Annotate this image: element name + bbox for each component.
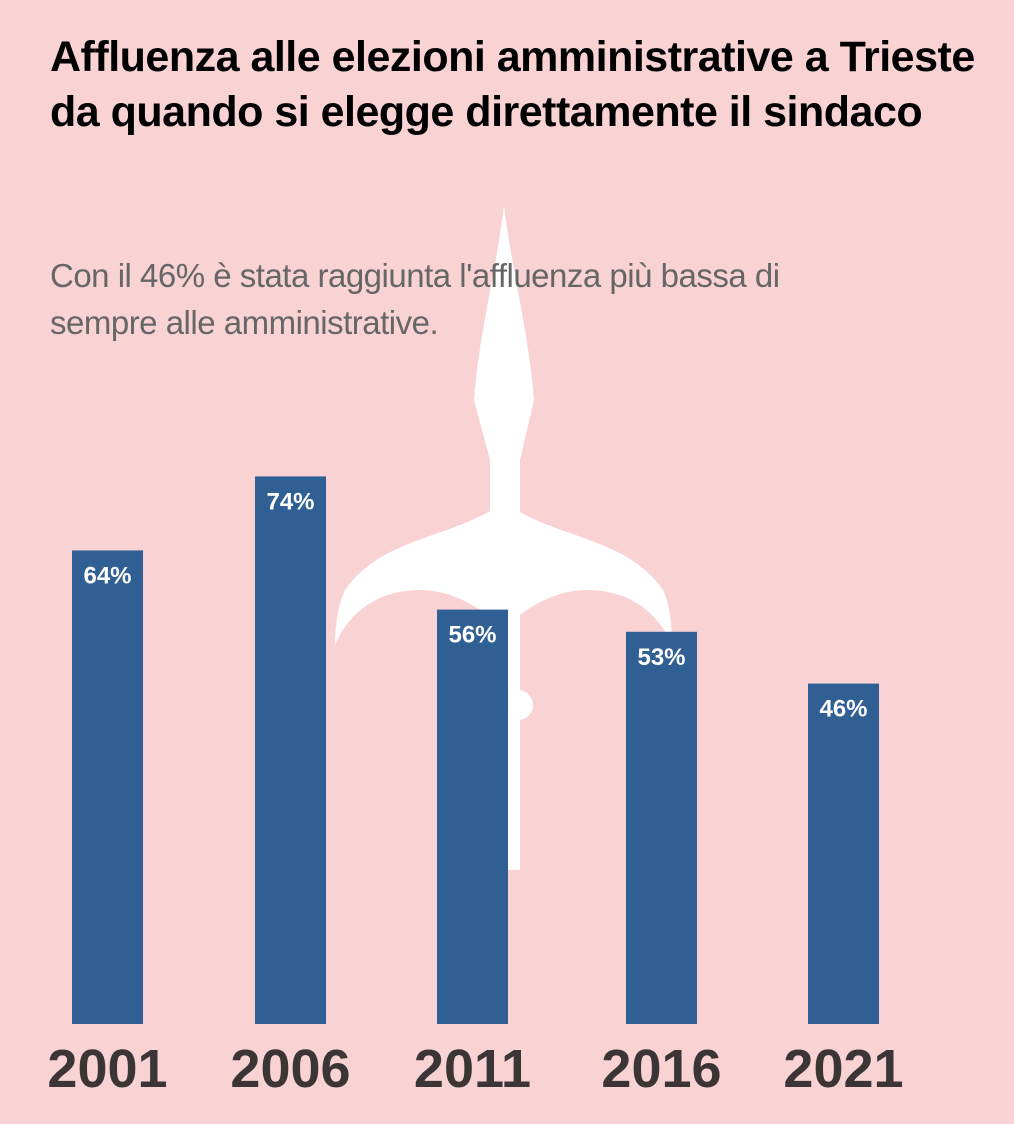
chart-subtitle: Con il 46% è stata raggiunta l'affluenza… xyxy=(50,257,780,341)
x-tick-label-2021: 2021 xyxy=(783,1039,903,1099)
bar-2021 xyxy=(808,683,879,1024)
data-label-2011: 56% xyxy=(448,622,496,649)
x-tick-label-2016: 2016 xyxy=(601,1039,721,1099)
chart-title: Affluenza alle elezioni amministrative a… xyxy=(50,33,975,136)
x-tick-label-2001: 2001 xyxy=(47,1039,167,1099)
x-tick-label-2011: 2011 xyxy=(414,1039,531,1099)
bar-2016 xyxy=(626,631,697,1024)
data-label-2021: 46% xyxy=(819,696,867,723)
bar-2011 xyxy=(437,609,508,1024)
bar-2001 xyxy=(72,550,143,1024)
x-tick-label-2006: 2006 xyxy=(230,1039,350,1099)
data-label-2006: 74% xyxy=(266,488,314,515)
bar-2006 xyxy=(255,476,326,1024)
data-label-2001: 64% xyxy=(83,562,131,589)
data-label-2016: 53% xyxy=(637,644,685,671)
